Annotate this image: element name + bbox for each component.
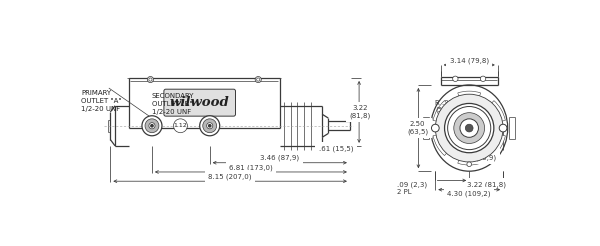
Text: 2.50
(63,5): 2.50 (63,5) bbox=[407, 121, 428, 135]
Text: PRIMARY
OUTLET "A"
1/2-20 UNF: PRIMARY OUTLET "A" 1/2-20 UNF bbox=[81, 90, 122, 112]
Wedge shape bbox=[433, 101, 449, 122]
Text: 4.30 (109,2): 4.30 (109,2) bbox=[448, 190, 491, 197]
Circle shape bbox=[452, 76, 458, 81]
Circle shape bbox=[257, 78, 260, 81]
Circle shape bbox=[200, 116, 220, 136]
Wedge shape bbox=[490, 101, 505, 122]
Text: .09 (2,3)
2 PL: .09 (2,3) 2 PL bbox=[397, 182, 428, 196]
Circle shape bbox=[466, 124, 473, 132]
Wedge shape bbox=[458, 157, 481, 165]
Text: wilwood: wilwood bbox=[170, 96, 230, 109]
Circle shape bbox=[173, 119, 187, 133]
Text: SECONDARY
OUTLET "B"
1/2-20 UNF: SECONDARY OUTLET "B" 1/2-20 UNF bbox=[152, 93, 194, 115]
Circle shape bbox=[467, 162, 472, 167]
Circle shape bbox=[431, 124, 439, 132]
Circle shape bbox=[448, 107, 491, 150]
Circle shape bbox=[209, 125, 211, 127]
Circle shape bbox=[436, 94, 503, 162]
Circle shape bbox=[481, 76, 486, 81]
Circle shape bbox=[460, 119, 478, 137]
Wedge shape bbox=[458, 91, 481, 99]
Text: .61 (15,5): .61 (15,5) bbox=[319, 146, 353, 152]
Circle shape bbox=[149, 78, 152, 81]
Text: 3.22
(81,8): 3.22 (81,8) bbox=[349, 105, 370, 119]
Circle shape bbox=[149, 123, 155, 129]
Text: 1.61
(40,9): 1.61 (40,9) bbox=[476, 148, 497, 161]
Ellipse shape bbox=[431, 85, 508, 171]
Circle shape bbox=[206, 123, 213, 129]
Wedge shape bbox=[490, 135, 505, 155]
Circle shape bbox=[255, 77, 262, 83]
Circle shape bbox=[203, 119, 217, 133]
Text: 6.81 (173,0): 6.81 (173,0) bbox=[229, 164, 273, 170]
Wedge shape bbox=[433, 135, 449, 155]
Circle shape bbox=[145, 119, 159, 133]
Text: 3.46 (87,9): 3.46 (87,9) bbox=[260, 155, 299, 161]
Text: 1.12: 1.12 bbox=[173, 123, 187, 128]
Circle shape bbox=[499, 124, 507, 132]
Text: R .21
(5,3): R .21 (5,3) bbox=[436, 100, 454, 113]
Text: 3.22 (81,8): 3.22 (81,8) bbox=[467, 181, 506, 187]
Text: 8.15 (207,0): 8.15 (207,0) bbox=[208, 173, 252, 180]
Circle shape bbox=[151, 125, 153, 127]
Circle shape bbox=[148, 77, 154, 83]
Circle shape bbox=[142, 116, 162, 136]
Text: 3.14 (79,8): 3.14 (79,8) bbox=[449, 58, 489, 64]
FancyBboxPatch shape bbox=[164, 89, 236, 116]
Circle shape bbox=[445, 103, 494, 153]
Circle shape bbox=[454, 113, 485, 143]
